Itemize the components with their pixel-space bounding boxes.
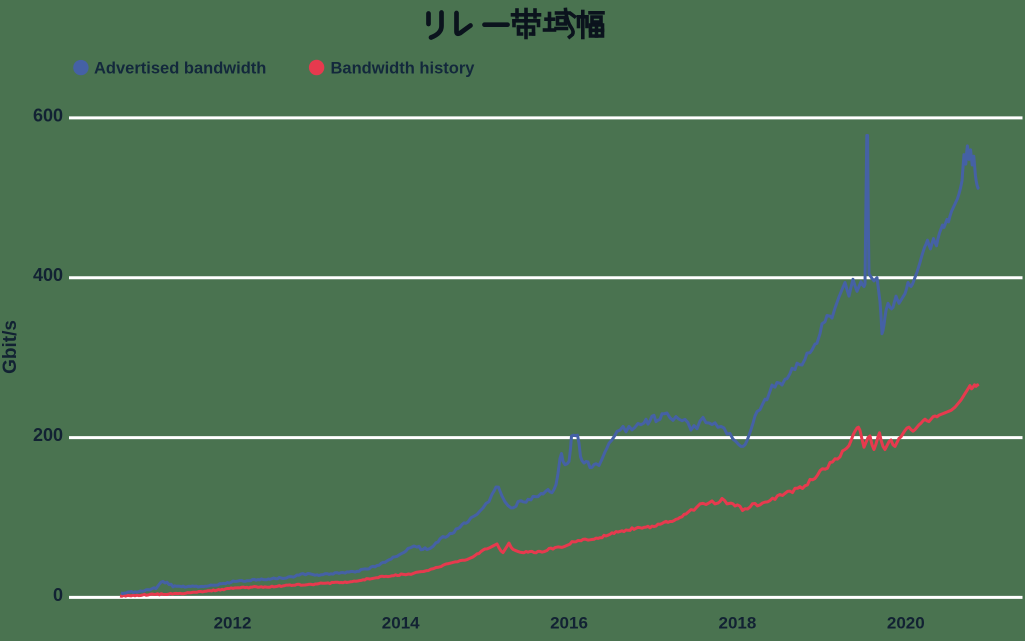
svg-text:2020: 2020: [887, 614, 925, 633]
svg-text:0: 0: [53, 585, 63, 605]
svg-text:Bandwidth history: Bandwidth history: [331, 60, 476, 78]
svg-text:Gbit/s: Gbit/s: [0, 320, 21, 374]
svg-text:2016: 2016: [550, 614, 588, 633]
svg-text:200: 200: [33, 425, 63, 445]
svg-text:2018: 2018: [718, 614, 756, 633]
svg-text:2014: 2014: [382, 614, 420, 633]
svg-text:Advertised bandwidth: Advertised bandwidth: [94, 60, 266, 78]
svg-text:600: 600: [33, 106, 63, 126]
svg-text:2012: 2012: [214, 614, 252, 633]
svg-text:400: 400: [33, 265, 63, 285]
